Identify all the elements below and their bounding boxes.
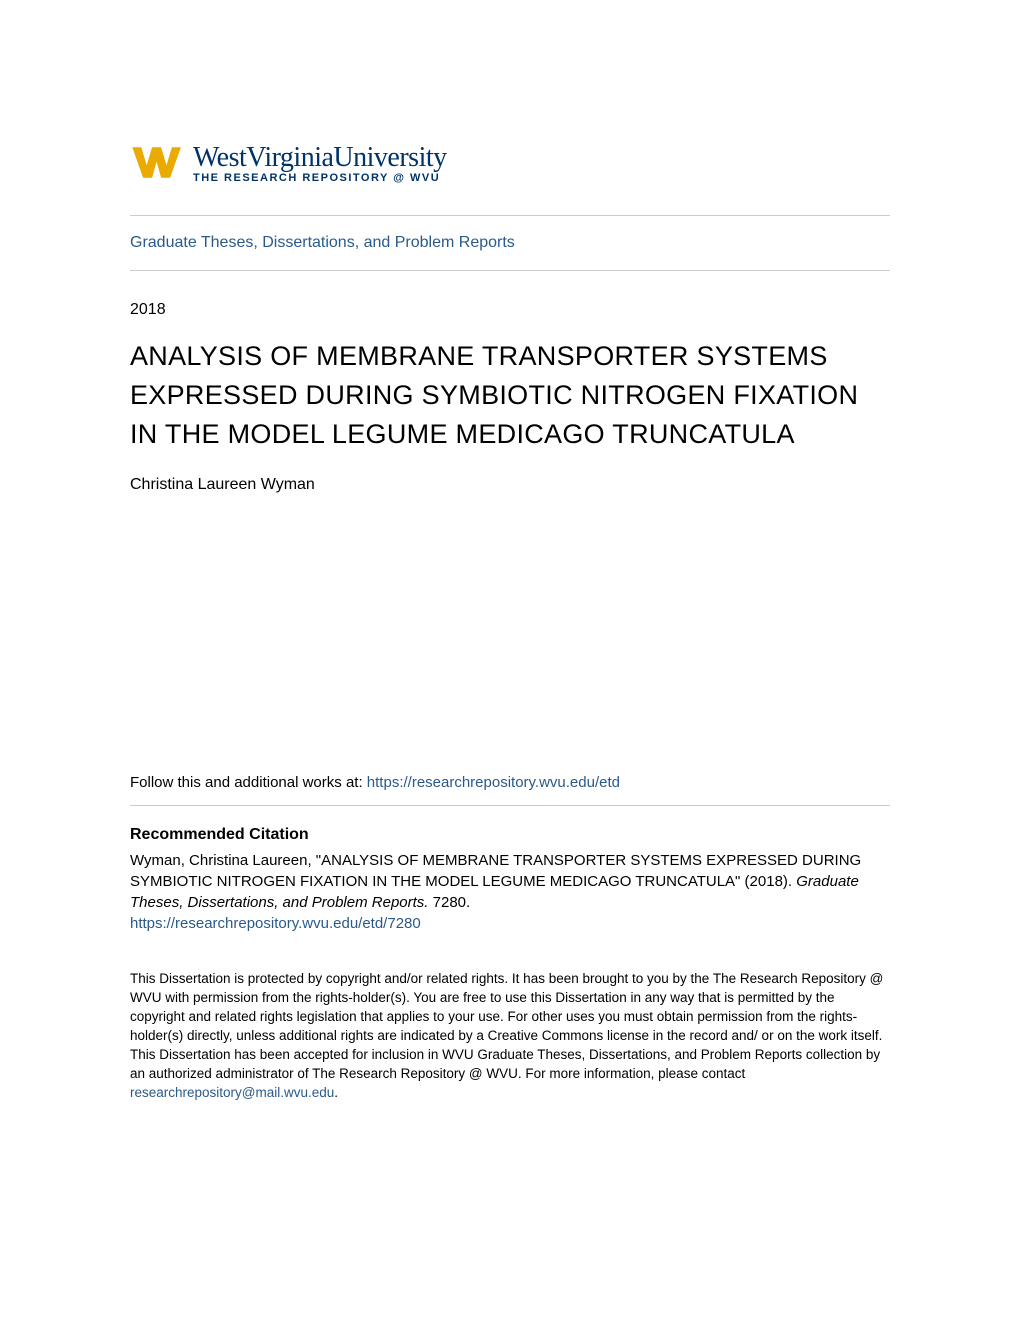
citation-body: Wyman, Christina Laureen, "ANALYSIS OF M…	[130, 850, 890, 913]
logo-text-part2: University	[333, 142, 446, 173]
citation-heading: Recommended Citation	[130, 826, 890, 844]
collection-link[interactable]: Graduate Theses, Dissertations, and Prob…	[130, 234, 515, 251]
copyright-suffix: .	[334, 1085, 338, 1100]
citation-text-1: Wyman, Christina Laureen, "ANALYSIS OF M…	[130, 852, 861, 890]
institution-logo: WestVirginiaUniversity THE RESEARCH REPO…	[130, 140, 890, 185]
contact-email-link[interactable]: researchrepository@mail.wvu.edu	[130, 1085, 334, 1100]
document-title: ANALYSIS OF MEMBRANE TRANSPORTER SYSTEMS…	[130, 337, 890, 454]
logo-text-part1: WestVirginia	[193, 142, 333, 173]
logo-repository-tagline: THE RESEARCH REPOSITORY @ WVU	[193, 172, 447, 184]
follow-prefix: Follow this and additional works at:	[130, 774, 367, 791]
copyright-text: This Dissertation is protected by copyri…	[130, 971, 883, 1080]
citation-text-2: 7280.	[428, 894, 470, 911]
author-name: Christina Laureen Wyman	[130, 476, 890, 494]
copyright-notice: This Dissertation is protected by copyri…	[130, 970, 890, 1102]
follow-link[interactable]: https://researchrepository.wvu.edu/etd	[367, 774, 620, 791]
follow-works-text: Follow this and additional works at: htt…	[130, 774, 890, 791]
citation-permalink[interactable]: https://researchrepository.wvu.edu/etd/7…	[130, 915, 890, 932]
wv-flying-logo-icon	[130, 140, 185, 185]
logo-university-name: WestVirginiaUniversity	[193, 142, 447, 174]
publication-year: 2018	[130, 301, 890, 319]
logo-text-block: WestVirginiaUniversity THE RESEARCH REPO…	[193, 142, 447, 184]
divider-follow	[130, 805, 890, 806]
breadcrumb-section: Graduate Theses, Dissertations, and Prob…	[130, 216, 890, 270]
divider-breadcrumb	[130, 270, 890, 271]
citation-section: Recommended Citation Wyman, Christina La…	[130, 826, 890, 932]
